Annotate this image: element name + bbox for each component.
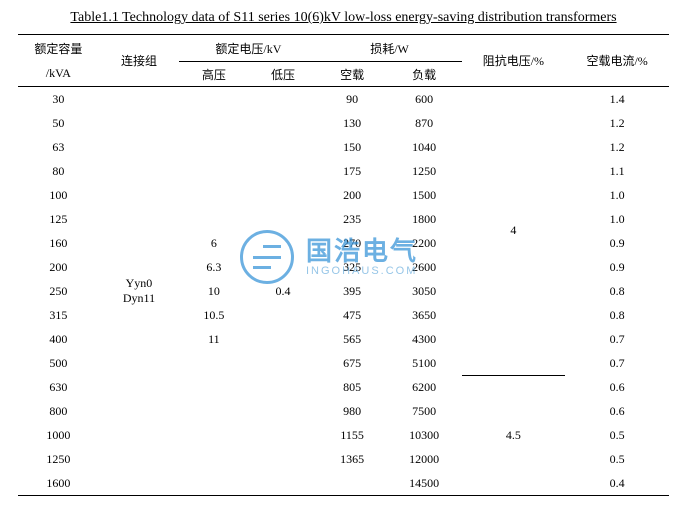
cell-ld: 1040	[387, 135, 462, 159]
cell-ld: 2200	[387, 231, 462, 255]
cell-hv: 11	[179, 327, 248, 351]
cell-cap: 125	[18, 207, 99, 231]
cell-nl: 980	[318, 399, 387, 423]
cell-nl: 675	[318, 351, 387, 375]
cell-i0: 0.4	[565, 471, 669, 496]
cell-i0: 0.7	[565, 327, 669, 351]
cell-cap: 500	[18, 351, 99, 375]
cell-i0: 1.0	[565, 207, 669, 231]
cell-nl: 475	[318, 303, 387, 327]
cell-i0: 1.2	[565, 111, 669, 135]
cell-hv: 10	[179, 279, 248, 303]
cell-cap: 1250	[18, 447, 99, 471]
th-cap-2: /kVA	[18, 62, 99, 87]
th-cap-1: 额定容量	[18, 35, 99, 62]
cell-cap: 63	[18, 135, 99, 159]
cell-ld: 12000	[387, 447, 462, 471]
cell-ld: 2600	[387, 255, 462, 279]
cell-cap: 50	[18, 111, 99, 135]
cell-nl: 1365	[318, 447, 387, 471]
th-noload: 空载	[318, 62, 387, 87]
cell-cap: 1000	[18, 423, 99, 447]
cell-nl: 150	[318, 135, 387, 159]
cell-nl: 200	[318, 183, 387, 207]
table-title: Table1.1 Technology data of S11 series 1…	[18, 10, 669, 26]
cell-nl: 235	[318, 207, 387, 231]
cell-i0: 0.5	[565, 447, 669, 471]
cell-i0: 0.5	[565, 423, 669, 447]
cell-lv: 0.4	[248, 279, 317, 303]
cell-i0: 0.6	[565, 375, 669, 399]
cell-hv: 6	[179, 231, 248, 255]
cell-cap: 80	[18, 159, 99, 183]
cell-cap: 100	[18, 183, 99, 207]
th-load: 负载	[387, 62, 462, 87]
cell-cap: 250	[18, 279, 99, 303]
cell-hv: 10.5	[179, 303, 248, 327]
cell-nl: 270	[318, 231, 387, 255]
cell-cap: 630	[18, 375, 99, 399]
th-volt: 额定电压/kV	[179, 35, 317, 62]
cell-cap: 200	[18, 255, 99, 279]
cell-nl: 565	[318, 327, 387, 351]
cell-ld: 3650	[387, 303, 462, 327]
cell-i0: 1.4	[565, 87, 669, 112]
cell-i0: 1.0	[565, 183, 669, 207]
cell-conn: Yyn0 Dyn11	[99, 87, 180, 496]
cell-i0: 0.8	[565, 279, 669, 303]
cell-nl: 805	[318, 375, 387, 399]
cell-imp1: 4	[462, 87, 566, 376]
th-imp: 阻抗电压/%	[462, 35, 566, 87]
cell-nl: 1155	[318, 423, 387, 447]
cell-i0: 0.8	[565, 303, 669, 327]
cell-ld: 5100	[387, 351, 462, 375]
cell-i0: 1.2	[565, 135, 669, 159]
cell-cap: 160	[18, 231, 99, 255]
cell-ld: 10300	[387, 423, 462, 447]
cell-nl: 325	[318, 255, 387, 279]
cell-ld: 1250	[387, 159, 462, 183]
cell-nl: 90	[318, 87, 387, 112]
cell-ld: 4300	[387, 327, 462, 351]
cell-ld: 3050	[387, 279, 462, 303]
th-conn: 连接组	[99, 35, 180, 87]
cell-cap: 315	[18, 303, 99, 327]
cell-i0: 0.6	[565, 399, 669, 423]
cell-imp2: 4.5	[462, 375, 566, 496]
cell-ld: 7500	[387, 399, 462, 423]
cell-hv: 6.3	[179, 255, 248, 279]
cell-nl	[318, 471, 387, 496]
th-hv: 高压	[179, 62, 248, 87]
cell-ld: 870	[387, 111, 462, 135]
th-i0: 空载电流/%	[565, 35, 669, 87]
cell-i0: 1.1	[565, 159, 669, 183]
cell-i0: 0.9	[565, 231, 669, 255]
cell-ld: 14500	[387, 471, 462, 496]
cell-ld: 1500	[387, 183, 462, 207]
th-loss: 损耗/W	[318, 35, 462, 62]
cell-cap: 800	[18, 399, 99, 423]
cell-ld: 6200	[387, 375, 462, 399]
th-lv: 低压	[248, 62, 317, 87]
transformer-table: 额定容量 连接组 额定电压/kV 损耗/W 阻抗电压/% 空载电流/% /kVA…	[18, 34, 669, 496]
cell-cap: 30	[18, 87, 99, 112]
cell-i0: 0.9	[565, 255, 669, 279]
cell-i0: 0.7	[565, 351, 669, 375]
cell-nl: 175	[318, 159, 387, 183]
cell-nl: 130	[318, 111, 387, 135]
cell-nl: 395	[318, 279, 387, 303]
cell-ld: 1800	[387, 207, 462, 231]
cell-cap: 1600	[18, 471, 99, 496]
cell-ld: 600	[387, 87, 462, 112]
cell-cap: 400	[18, 327, 99, 351]
